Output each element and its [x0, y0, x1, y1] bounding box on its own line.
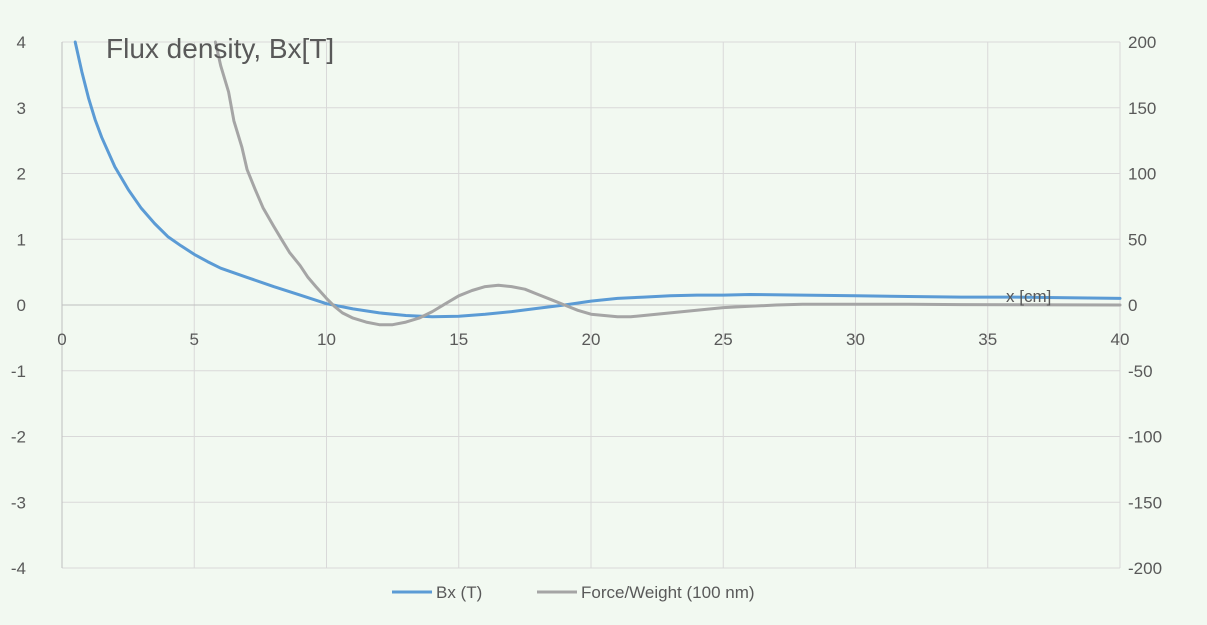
- left-tick-label: 0: [17, 296, 26, 315]
- series-line-bx: [73, 40, 1122, 319]
- x-tick-label: 35: [978, 330, 997, 349]
- left-tick-label: 3: [17, 99, 26, 118]
- chart-title: Flux density, Bx[T]: [106, 33, 334, 64]
- left-axis-ticks: 4 3 2 1 0 -1 -2 -3 -4: [11, 33, 26, 578]
- left-tick-label: -1: [11, 362, 26, 381]
- x-tick-label: 10: [317, 330, 336, 349]
- right-tick-label: -100: [1128, 428, 1162, 447]
- series-group: [73, 40, 1122, 327]
- right-tick-label: 100: [1128, 165, 1156, 184]
- right-tick-label: 200: [1128, 33, 1156, 52]
- x-tick-label: 15: [449, 330, 468, 349]
- x-tick-label: 20: [582, 330, 601, 349]
- right-tick-label: 50: [1128, 230, 1147, 249]
- right-tick-label: -150: [1128, 493, 1162, 512]
- left-tick-label: 1: [17, 230, 26, 249]
- right-tick-label: 0: [1128, 296, 1137, 315]
- left-tick-label: -4: [11, 559, 26, 578]
- left-tick-label: 4: [17, 33, 26, 52]
- right-tick-label: 150: [1128, 99, 1156, 118]
- x-tick-label: 25: [714, 330, 733, 349]
- x-axis-annotation: x [cm]: [1006, 287, 1051, 306]
- series-line-force-weight: [213, 40, 1122, 327]
- legend-label-force-weight: Force/Weight (100 nm): [581, 583, 755, 602]
- x-tick-label: 0: [57, 330, 66, 349]
- x-axis-ticks: 0 5 10 15 20 25 30 35 40: [57, 330, 1129, 349]
- right-tick-label: -50: [1128, 362, 1153, 381]
- right-axis-ticks: 200 150 100 50 0 -50 -100 -150 -200: [1128, 33, 1162, 578]
- left-tick-label: 2: [17, 165, 26, 184]
- right-tick-label: -200: [1128, 559, 1162, 578]
- legend: Bx (T) Force/Weight (100 nm): [392, 583, 755, 602]
- x-tick-label: 5: [190, 330, 199, 349]
- left-tick-label: -3: [11, 493, 26, 512]
- legend-label-bx: Bx (T): [436, 583, 482, 602]
- x-tick-label: 30: [846, 330, 865, 349]
- left-tick-label: -2: [11, 428, 26, 447]
- x-tick-label: 40: [1111, 330, 1130, 349]
